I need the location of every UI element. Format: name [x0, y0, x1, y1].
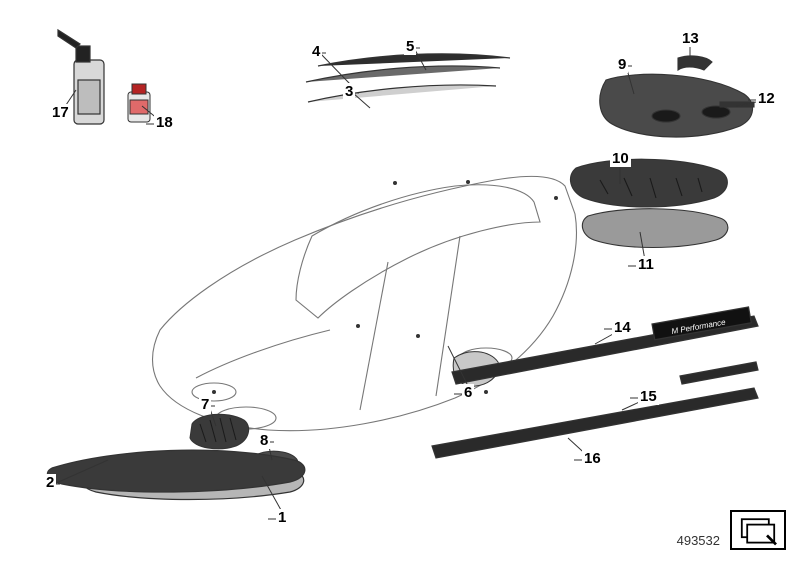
- callout-6: 6: [462, 384, 474, 401]
- callout-9: 9: [616, 56, 628, 73]
- callout-16: 16: [582, 450, 603, 467]
- diagram-canvas: M Performance: [0, 0, 800, 560]
- callout-2: 2: [44, 474, 56, 491]
- callout-14: 14: [612, 319, 633, 336]
- callout-15: 15: [638, 388, 659, 405]
- callout-13: 13: [680, 30, 701, 47]
- callout-17: 17: [50, 104, 71, 121]
- callout-3: 3: [343, 83, 355, 100]
- car-outline-svg: M Performance: [0, 0, 800, 560]
- callout-8: 8: [258, 432, 270, 449]
- callout-4: 4: [310, 43, 322, 60]
- part-number: 493532: [677, 533, 720, 548]
- corner-badge: [730, 510, 786, 550]
- callout-18: 18: [154, 114, 175, 131]
- callout-7: 7: [199, 396, 211, 413]
- callout-12: 12: [756, 90, 777, 107]
- callout-11: 11: [636, 256, 656, 273]
- callout-5: 5: [404, 38, 416, 55]
- callout-10: 10: [610, 150, 631, 167]
- callout-1: 1: [276, 509, 288, 526]
